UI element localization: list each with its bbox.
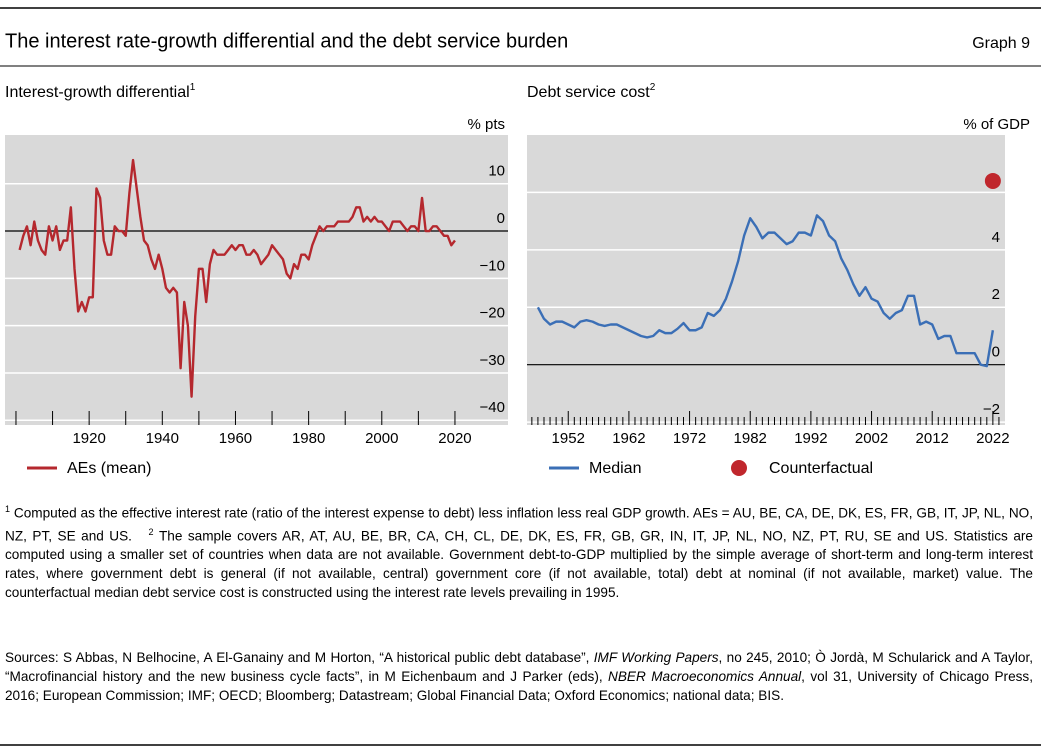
x-tick-label: 1940 <box>146 430 179 447</box>
footnote-mark: 2 <box>148 526 154 537</box>
x-tick-label: 2000 <box>365 430 398 447</box>
y-tick-label: −20 <box>480 305 505 322</box>
legend-label: Median <box>589 460 641 477</box>
y-tick-label: −30 <box>480 352 505 369</box>
plot-area <box>5 135 508 425</box>
counterfactual-point <box>984 172 1001 189</box>
y-tick-label: −10 <box>480 257 505 274</box>
x-tick-label: 2020 <box>438 430 471 447</box>
footnote-mark: 1 <box>5 504 11 514</box>
y-unit: % of GDP <box>963 116 1030 133</box>
sources-text: , vol 31, University of Chicago Press, 2… <box>5 669 1034 703</box>
footnotes: 1 Computed as the effective interest rat… <box>5 500 1033 602</box>
sources-italic: IMF Working Papers <box>593 650 719 665</box>
sources-text: , no 245, 2010; Ò Jordà, M Schularick an… <box>5 650 1033 684</box>
x-tick-label: 1962 <box>612 430 645 447</box>
x-tick-label: 1960 <box>219 430 252 447</box>
panel-title: Debt service cost2 <box>527 82 656 102</box>
x-tick-label: 1920 <box>72 430 105 447</box>
y-tick-label: 2 <box>992 286 1000 303</box>
legend-label: AEs (mean) <box>67 460 151 477</box>
sources: Sources: S Abbas, N Belhocine, A El-Gana… <box>5 648 1033 705</box>
y-unit: % pts <box>467 116 505 133</box>
sources-text: Sources: S Abbas, N Belhocine, A El-Gana… <box>5 650 594 665</box>
x-tick-label: 2002 <box>855 430 888 447</box>
y-tick-label: 4 <box>992 229 1000 246</box>
x-tick-label: 2022 <box>976 430 1009 447</box>
series-line <box>18 158 456 398</box>
footnote-text: The sample covers AR, AT, AU, BE, BR, CA… <box>5 528 1033 601</box>
page-title: The interest rate-growth differential an… <box>5 30 568 52</box>
y-tick-label: −2 <box>983 401 1000 418</box>
x-tick-label: 1982 <box>734 430 767 447</box>
y-tick-label: 0 <box>992 344 1000 361</box>
y-tick-label: −40 <box>480 399 505 416</box>
series-line <box>536 214 995 368</box>
legend-label: Counterfactual <box>769 460 873 477</box>
graph-label: Graph 9 <box>972 35 1030 52</box>
y-tick-label: 0 <box>497 210 505 227</box>
x-tick-label: 1992 <box>794 430 827 447</box>
title-note: 1 <box>190 82 196 93</box>
title-note: 2 <box>650 82 656 93</box>
plot-area <box>527 135 1005 425</box>
x-tick-label: 1972 <box>673 430 706 447</box>
legend-swatch <box>731 460 747 476</box>
sources-italic: NBER Macroeconomics Annual <box>608 669 802 684</box>
x-tick-label: 2012 <box>916 430 949 447</box>
footnote-text: Computed as the effective interest rate … <box>5 505 1033 544</box>
y-tick-label: 10 <box>488 163 505 180</box>
x-tick-label: 1952 <box>552 430 585 447</box>
x-tick-label: 1980 <box>292 430 325 447</box>
panel-title: Interest-growth differential1 <box>5 82 196 102</box>
